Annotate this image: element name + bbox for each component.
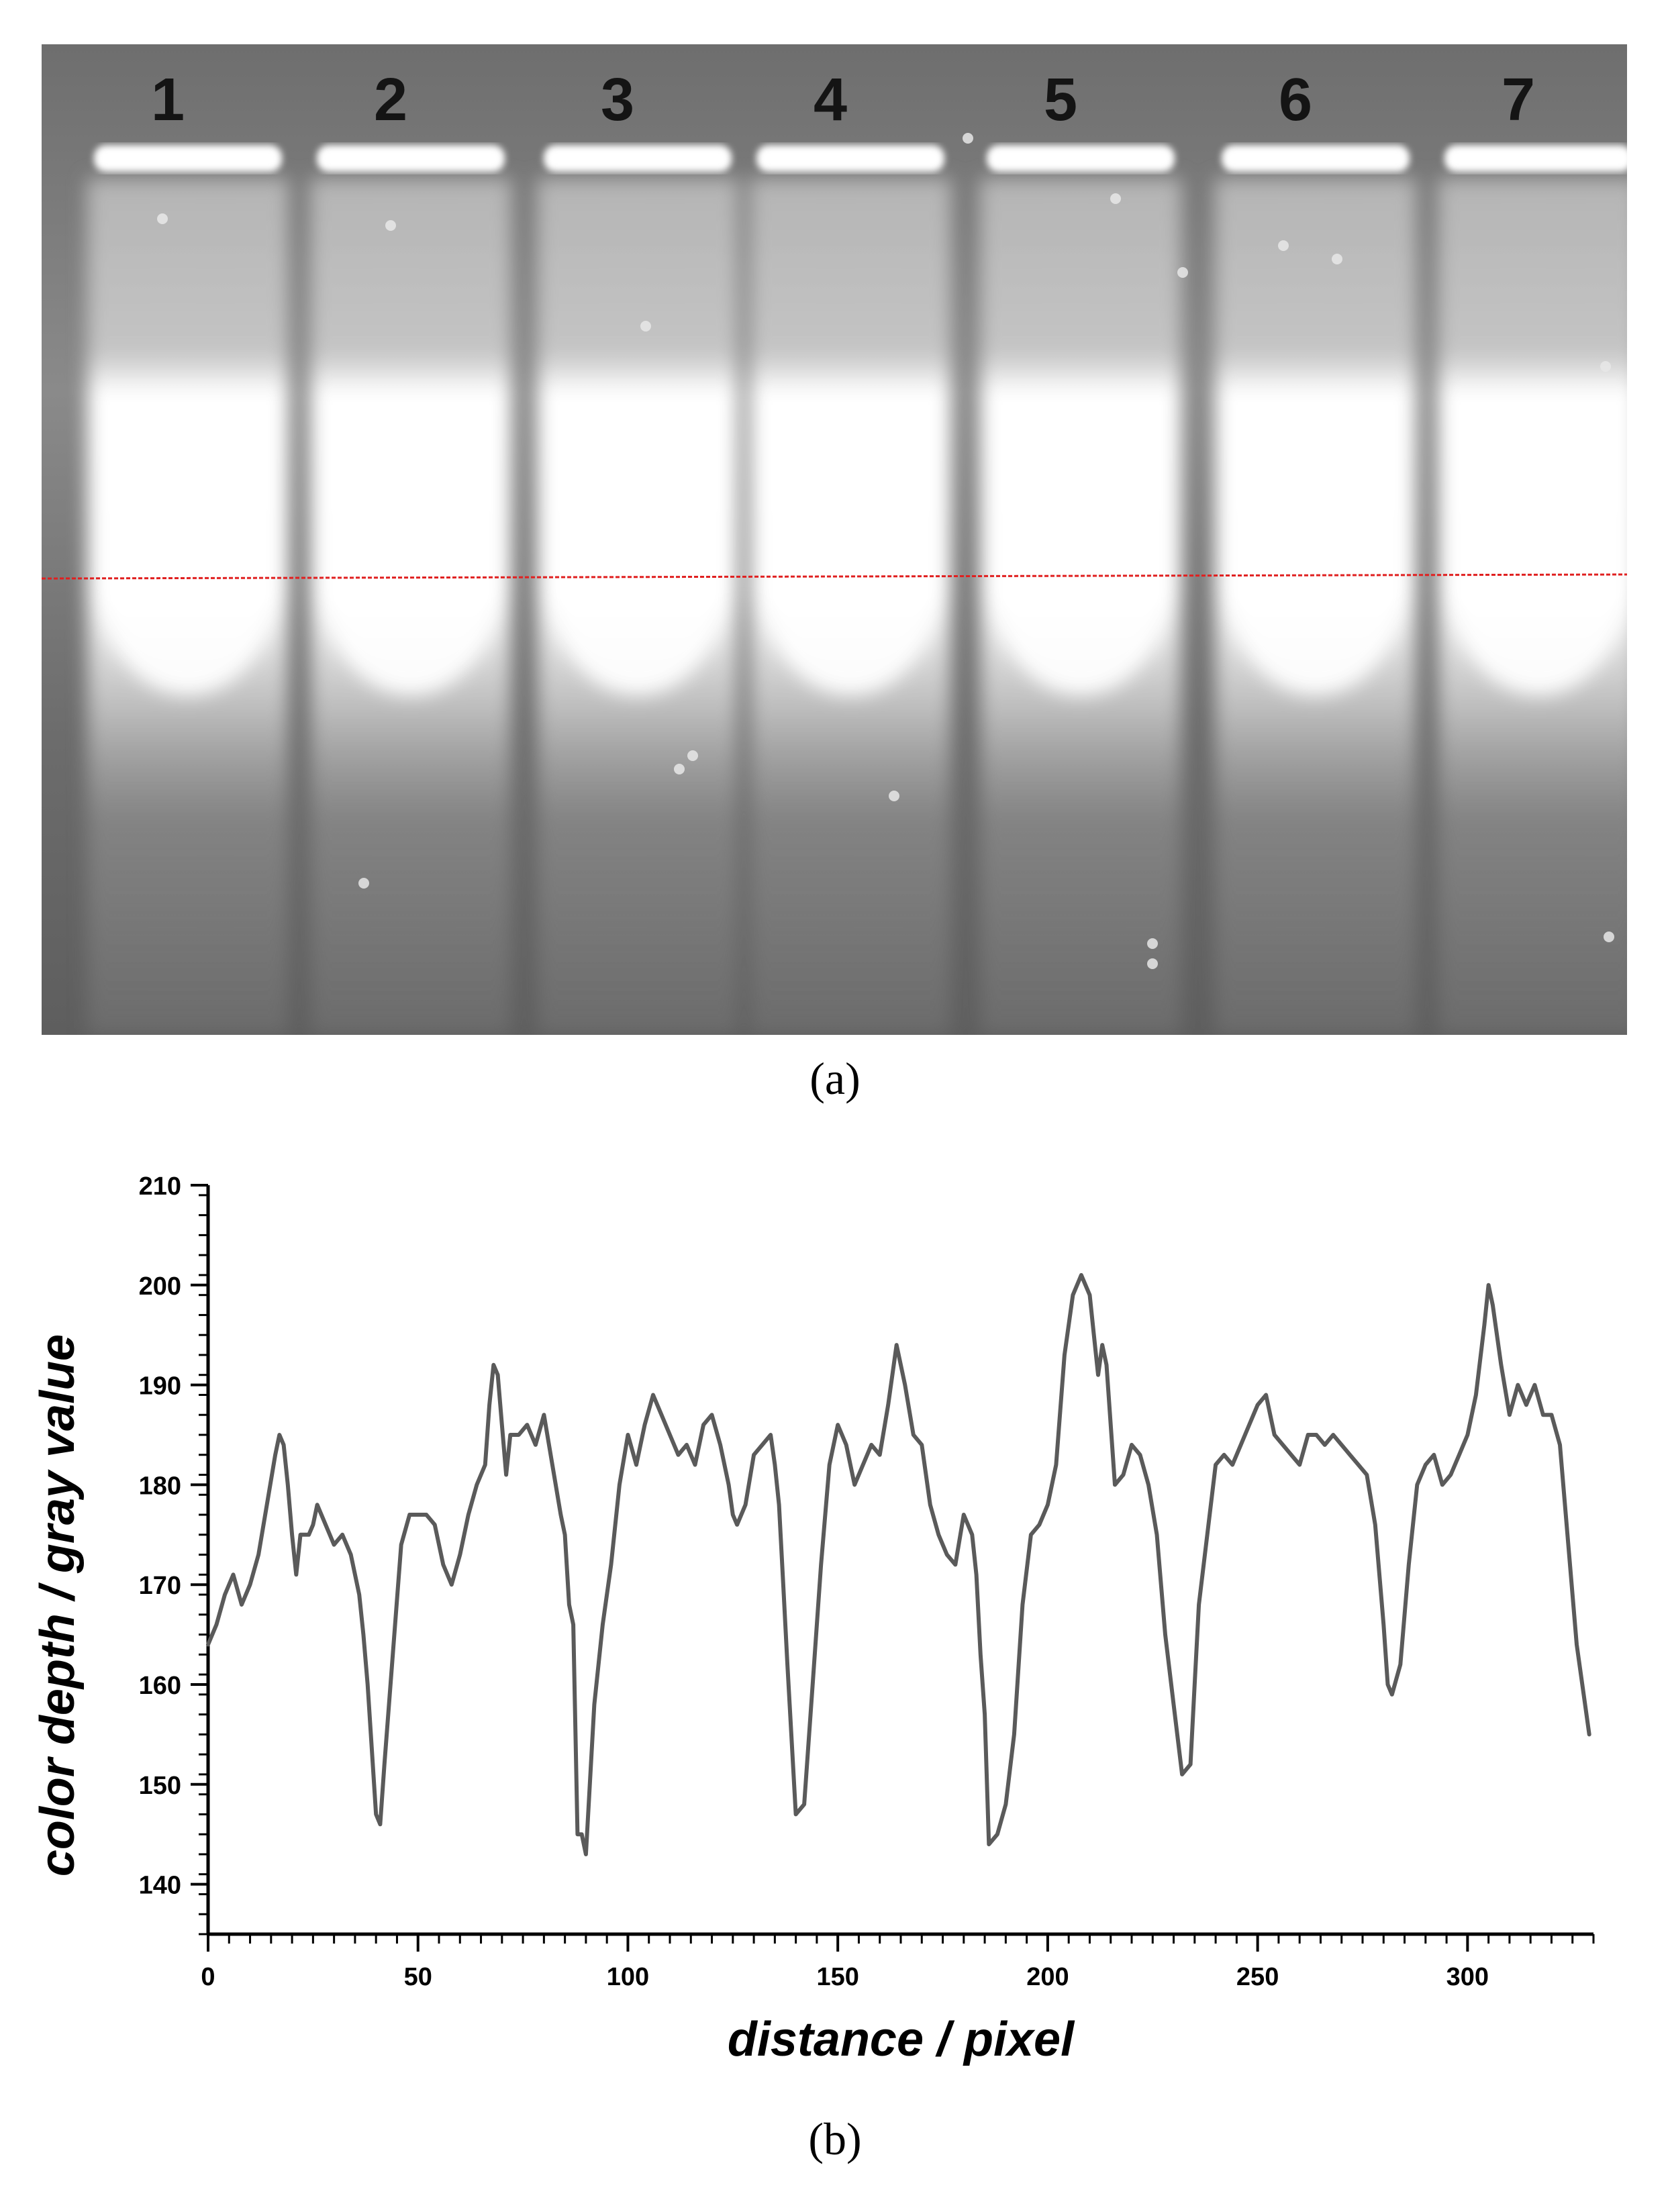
gel-well-5 xyxy=(987,145,1175,172)
gel-speck xyxy=(640,321,651,332)
gel-speck xyxy=(1278,240,1289,251)
gel-speck xyxy=(674,764,685,774)
gel-band-2 xyxy=(317,440,505,695)
gel-band-5 xyxy=(987,440,1175,695)
x-tick-label: 0 xyxy=(201,1963,215,1991)
y-tick-label: 180 xyxy=(139,1472,181,1500)
gel-well-1 xyxy=(94,145,282,172)
x-tick-label: 250 xyxy=(1236,1963,1279,1991)
gel-well-3 xyxy=(544,145,732,172)
gel-well-6 xyxy=(1222,145,1410,172)
gel-speck xyxy=(385,220,396,231)
lane-label-4: 4 xyxy=(813,66,848,134)
gel-speck xyxy=(1147,958,1158,969)
gel-speck xyxy=(1332,254,1342,264)
gel-well-4 xyxy=(756,145,944,172)
x-tick-label: 50 xyxy=(404,1963,432,1991)
gel-well-2 xyxy=(317,145,505,172)
gel-band-6 xyxy=(1222,440,1410,695)
y-tick-label: 140 xyxy=(139,1872,181,1900)
lane-label-6: 6 xyxy=(1278,66,1313,134)
panel-b-caption: (b) xyxy=(808,2113,862,2164)
gel-band-4 xyxy=(756,440,944,695)
y-tick-label: 210 xyxy=(139,1172,181,1201)
series-line-0 xyxy=(206,1272,1591,1856)
y-tick-label: 190 xyxy=(139,1372,181,1401)
gel-band-1 xyxy=(94,440,282,695)
y-tick-label: 200 xyxy=(139,1272,181,1301)
gel-image-drawing xyxy=(42,44,1627,1035)
gel-speck xyxy=(1177,267,1188,278)
x-tick-label: 100 xyxy=(607,1963,649,1991)
profile-line xyxy=(42,573,1627,580)
y-tick-label: 160 xyxy=(139,1672,181,1700)
x-axis-title: distance / pixel xyxy=(728,2013,1075,2066)
y-axis-title: color depth / gray value xyxy=(31,1334,85,1876)
gel-band-3 xyxy=(544,440,732,695)
x-tick-label: 300 xyxy=(1446,1963,1489,1991)
gel-speck xyxy=(1147,938,1158,949)
x-tick-label: 200 xyxy=(1026,1963,1069,1991)
gel-well-7 xyxy=(1444,145,1627,172)
gel-image: 1 2 3 4 5 6 7 xyxy=(42,44,1627,1035)
gel-speck xyxy=(687,750,698,761)
gel-speck xyxy=(889,791,899,801)
gel-speck xyxy=(963,133,973,144)
lane-label-2: 2 xyxy=(373,66,408,134)
y-tick-label: 150 xyxy=(139,1772,181,1800)
panel-a-caption: (a) xyxy=(809,1053,861,1104)
lane-label-1: 1 xyxy=(150,66,185,134)
lane-label-7: 7 xyxy=(1501,66,1536,134)
gel-speck xyxy=(1604,932,1614,942)
gel-speck xyxy=(358,878,369,889)
lane-label-3: 3 xyxy=(600,66,635,134)
gel-speck xyxy=(1600,361,1611,372)
gel-speck xyxy=(157,213,168,224)
x-tick-label: 150 xyxy=(816,1963,858,1991)
profile-chart: 0 50 100 150 200 250 300 140 150 160 170 180 190 200 2… xyxy=(0,1141,1670,2094)
y-tick-label: 170 xyxy=(139,1572,181,1600)
gel-band-7 xyxy=(1444,440,1627,695)
lane-label-5: 5 xyxy=(1043,66,1078,134)
gel-speck xyxy=(1110,193,1121,204)
